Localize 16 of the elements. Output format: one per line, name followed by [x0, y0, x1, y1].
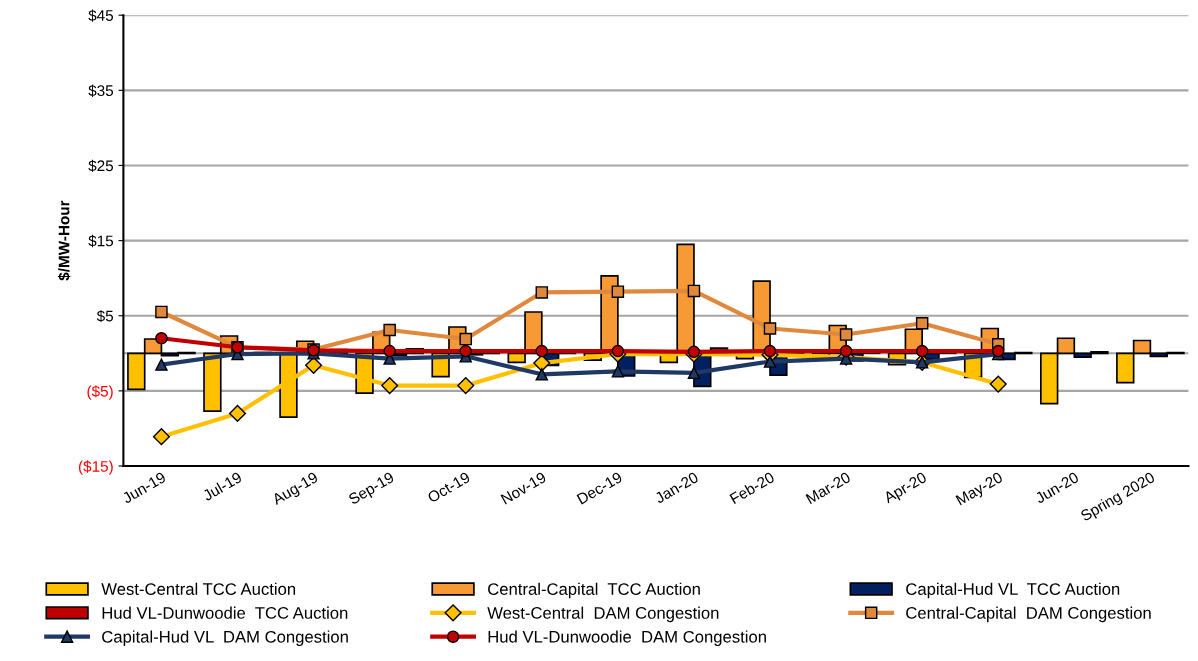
legend-label: Hud VL-Dunwoodie TCC Auction	[102, 606, 348, 619]
y-tick-label: $45	[88, 9, 114, 22]
legend-label: West-Central TCC Auction	[101, 582, 296, 595]
y-tick-label: $25	[88, 159, 114, 173]
y-tick-label: $15	[88, 234, 114, 248]
legend-label: Capital-Hud VL TCC Auction	[906, 582, 1120, 599]
legend-label: Capital-Hud VL DAM Congestion	[102, 630, 348, 646]
legend-label: Central-Capital TCC Auction	[488, 582, 700, 599]
y-tick-label: $5	[96, 309, 114, 323]
legend-label: Central-Capital DAM Congestion	[906, 606, 1151, 623]
legend-label: West-Central DAM Congestion	[487, 606, 719, 623]
y-tick-label: $35	[88, 84, 114, 97]
y-tick-label: ($5)	[87, 385, 113, 400]
legend-label: Hud VL-Dunwoodie DAM Congestion	[488, 630, 766, 646]
y-tick-label: ($15)	[78, 460, 113, 475]
y-axis-title: $/MW-Hour	[57, 200, 71, 281]
